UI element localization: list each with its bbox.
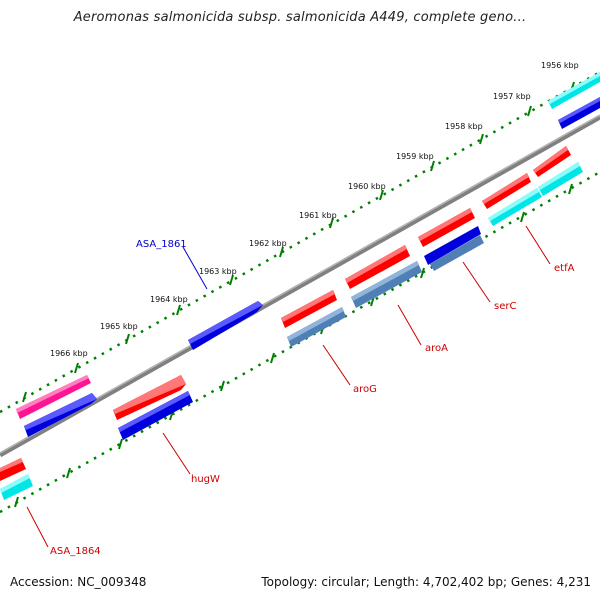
gene-label-arog: aroG xyxy=(353,384,377,395)
tick-label: 1961 kbp xyxy=(299,211,337,220)
gene-serc[interactable] xyxy=(418,208,484,271)
tick-label: 1957 kbp xyxy=(493,92,531,101)
outer-strand-genes[interactable] xyxy=(16,72,600,437)
gene-hugw[interactable] xyxy=(113,375,193,440)
label-leader-lines xyxy=(26,225,551,548)
gene-label-serc: serC xyxy=(494,301,516,312)
tick-label: 1958 kbp xyxy=(445,122,483,131)
tick-label: 1960 kbp xyxy=(348,182,386,191)
gene-etfa[interactable] xyxy=(482,146,583,226)
outer-dotted-ring xyxy=(0,70,600,414)
gene-label-asa1864: ASA_1864 xyxy=(50,546,101,557)
gene-asa1864[interactable] xyxy=(0,458,33,500)
gene-feature[interactable] xyxy=(16,375,91,419)
tick-label: 1965 kbp xyxy=(100,322,138,331)
tick-labels: 1956 kbp 1957 kbp 1958 kbp 1959 kbp 1960… xyxy=(50,61,579,358)
gene-label-asa1861: ASA_1861 xyxy=(136,239,187,250)
gene-label-aroa: aroA xyxy=(425,343,448,354)
inner-strand-genes[interactable] xyxy=(0,146,583,500)
tick-label: 1959 kbp xyxy=(396,152,434,161)
gene-arog[interactable] xyxy=(281,290,346,347)
gene-aroa[interactable] xyxy=(345,245,422,308)
gene-label-etfa: etfA xyxy=(554,263,575,274)
gene-label-hugw: hugW xyxy=(191,474,220,485)
map-title: Aeromonas salmonicida subsp. salmonicida… xyxy=(73,10,527,25)
tick-label: 1964 kbp xyxy=(150,295,188,304)
gene-feature[interactable] xyxy=(24,393,97,437)
gene-asa1861[interactable] xyxy=(188,301,263,350)
tick-label: 1963 kbp xyxy=(199,267,237,276)
genome-backbone xyxy=(0,114,600,458)
accession-text: Accession: NC_009348 xyxy=(10,575,147,589)
genome-backbone-highlight xyxy=(0,114,600,454)
topology-text: Topology: circular; Length: 4,702,402 bp… xyxy=(261,575,591,589)
tick-label: 1962 kbp xyxy=(249,239,287,248)
tick-label: 1966 kbp xyxy=(50,349,88,358)
tick-label: 1956 kbp xyxy=(541,61,579,70)
gene-feature[interactable] xyxy=(558,97,600,129)
gene-feature[interactable] xyxy=(548,72,600,109)
gene-labels: ASA_1861 etfA serC aroA aroG hugW ASA_18… xyxy=(50,239,575,557)
